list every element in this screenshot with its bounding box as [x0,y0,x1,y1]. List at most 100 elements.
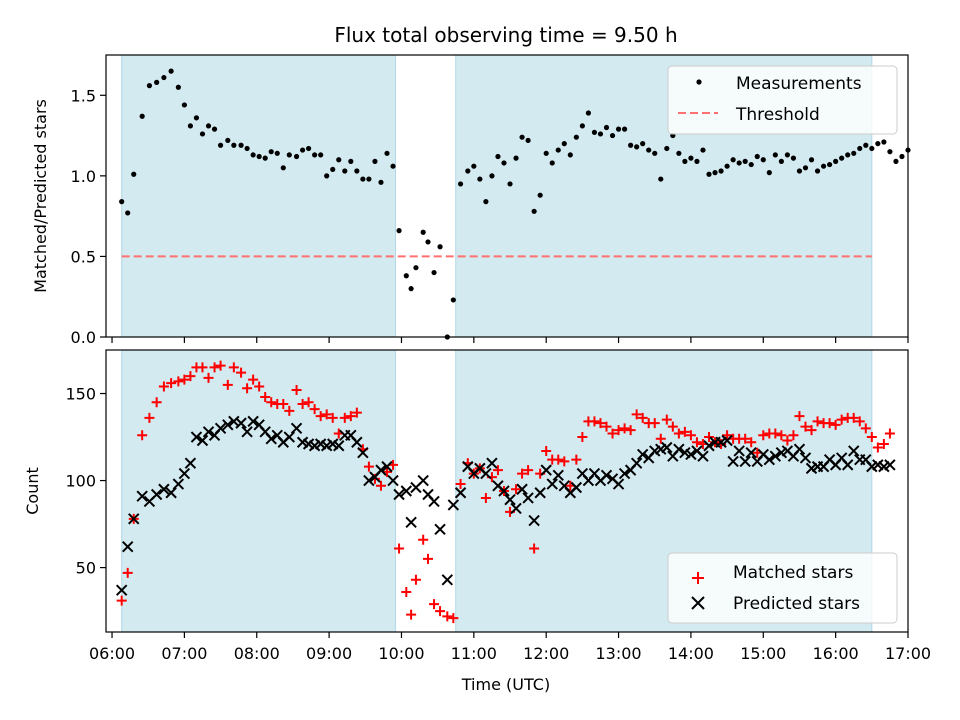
measurement-point [413,265,419,271]
matched-star-point [613,425,624,436]
predicted-star-point [630,457,643,469]
measurement-point [730,157,736,163]
matched-star-point [854,416,865,427]
matched-star-point [394,543,405,554]
matched-star-point [260,392,271,402]
matched-star-point [122,567,133,578]
top-legend: Measurements Threshold [667,65,898,135]
predicted-star-point [673,443,685,455]
predicted-star-point [428,495,440,508]
predicted-star-point [158,483,170,495]
matched-star-point [236,367,247,378]
predicted-star-point [136,490,148,502]
measurement-point [881,139,887,145]
measurement-point [827,161,833,168]
measurement-point [658,176,664,182]
matched-star-point [254,381,265,392]
matched-star-point [375,480,386,491]
top-panel: 0.0 0.5 1.0 1.5 Matched/Predicted stars Mea… [31,54,911,347]
measurement-point [324,173,330,179]
predicted-star-point [247,415,259,428]
matched-star-point [523,465,534,476]
measurement-point [390,163,396,169]
y-tick-label: 0.5 [71,247,96,266]
measurement-point [372,158,378,164]
measurement-point [778,158,784,164]
measurement-point [525,137,531,144]
matched-star-point [607,428,618,439]
matched-star-point [860,423,871,434]
measurement-point [706,171,712,177]
matched-star-point [782,435,793,446]
measurement-point [796,168,803,174]
predicted-star-point [600,469,613,482]
measurement-point [193,115,200,121]
matched-star-point [137,430,148,441]
predicted-star-point [115,584,128,596]
measurement-point [790,155,797,161]
matched-star-point [291,385,302,396]
matched-star-point [872,442,883,453]
measurement-point [231,142,237,148]
measurement-point [833,158,839,164]
x-tick-label: 13:00 [596,644,642,663]
predicted-star-point [333,440,345,452]
matched-star-point [309,404,320,415]
measurement-point [887,149,893,155]
measurement-point [893,158,899,164]
measurement-point [507,181,513,187]
measurement-point [634,144,640,150]
matched-star-point [637,412,648,423]
measurement-point [471,163,477,169]
predicted-star-point [235,417,247,429]
measurement-point [766,170,772,176]
measurement-point [712,170,718,176]
matched-star-point [866,432,877,443]
bottom-axes-frame [105,349,909,633]
legend-matched-marker [692,572,704,584]
measurement-point [694,158,700,164]
matched-star-point [806,425,817,436]
measurement-point [857,145,863,152]
measurement-point [384,150,390,156]
measurement-point [646,147,652,153]
measurement-point [585,110,592,116]
measurement-point [360,176,366,182]
y-tick-label: 50 [76,559,96,578]
predicted-star-point [721,434,733,447]
predicted-star-point [196,434,209,447]
matched-star-point [222,379,233,390]
y-tick-label: 0.0 [71,328,96,347]
predicted-star-point [393,488,405,501]
matched-star-point [345,411,356,422]
legend-matched-label: Matched stars [733,563,853,583]
matched-star-point [511,484,522,495]
measurement-point [274,150,280,156]
matched-star-point [448,613,459,624]
matched-star-point [410,574,421,585]
measurement-point [425,239,431,245]
predicted-star-point [727,455,739,468]
predicted-star-point [357,446,369,459]
matched-star-point [401,586,412,597]
matched-star-point [746,437,757,448]
predicted-star-point [848,445,860,457]
predicted-star-point [363,474,375,487]
measurement-point [262,155,268,161]
predicted-star-point [454,487,467,499]
measurement-point [268,149,274,155]
measurement-point [742,158,748,164]
predicted-star-point [184,457,197,469]
measurement-point [863,142,869,148]
predicted-star-point [733,445,745,457]
measurement-point [875,141,881,147]
x-tick-label: 09:00 [306,644,352,663]
matched-star-point [722,430,733,441]
matched-star-point [429,599,440,610]
matched-star-point [151,397,162,408]
matched-star-point [266,397,277,408]
matched-star-point [351,407,362,418]
predicted-star-point [528,514,540,527]
measurement-point [555,147,561,153]
predicted-star-point [745,446,757,459]
